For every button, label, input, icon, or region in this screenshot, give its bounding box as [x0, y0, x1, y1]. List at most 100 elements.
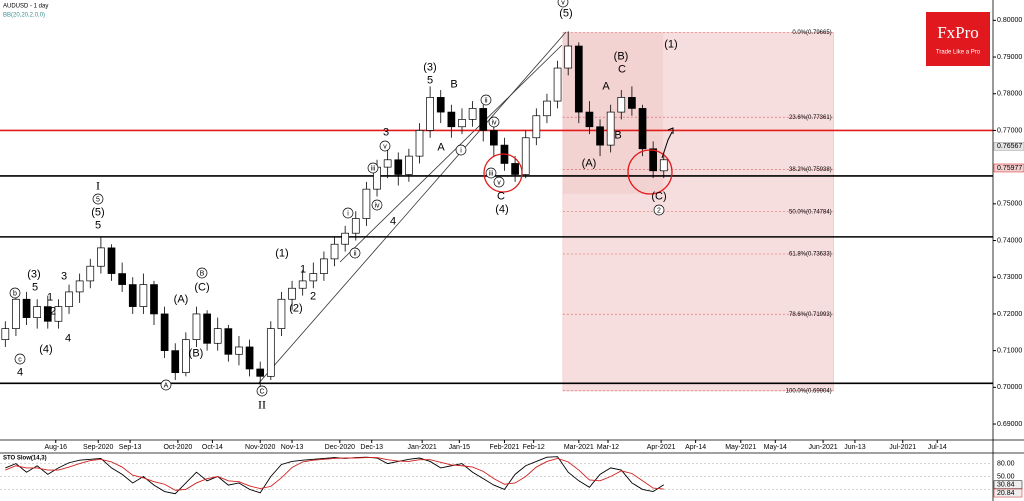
logo-box [926, 12, 990, 66]
wave-circle [488, 116, 500, 128]
x-tick-label: Aug-16 [44, 444, 67, 451]
wave-label: (5) [559, 7, 572, 19]
x-tick-label: Dec-13 [360, 444, 383, 451]
candle-body [182, 339, 190, 374]
y-tick-label: 0.75000 [997, 201, 1022, 208]
wave-label: 4 [390, 215, 396, 227]
candle-body [511, 163, 519, 175]
wave-label: C [618, 63, 626, 75]
wave-label: (3) [423, 61, 436, 73]
wave-circle [557, 0, 569, 8]
price-tag-label: 0.75977 [997, 165, 1022, 172]
wave-label: v [561, 0, 565, 6]
candle-body [224, 328, 233, 355]
wave-label: iii [489, 170, 494, 177]
candle-body [97, 247, 105, 267]
wave-circle [9, 287, 21, 299]
candle-body [203, 313, 211, 344]
x-tick-label: Sep-13 [119, 444, 142, 451]
price-tag-label: 0.76567 [997, 143, 1022, 150]
wave-label: c [18, 356, 22, 363]
x-tick-label: Apr-14 [685, 444, 706, 451]
x-tick-label: Mar-2021 [564, 444, 594, 451]
candle-body [266, 328, 275, 377]
wave-label: (1) [664, 38, 677, 50]
candle-body [606, 111, 615, 146]
candle-body [128, 284, 137, 307]
highlight-circle [627, 149, 673, 195]
oscillator-value-tag [993, 480, 1023, 489]
y-tick-label: 0.70000 [997, 384, 1022, 391]
candle-body [341, 232, 350, 245]
wave-circle [371, 199, 383, 211]
wave-label: (C) [651, 190, 666, 202]
candle-body [468, 108, 477, 120]
wave-circle [92, 193, 104, 205]
y-tick-label: 0.78000 [997, 91, 1022, 98]
x-tick-label: Jul-14 [928, 444, 947, 451]
logo-tagline: Trade Like a Pro [936, 50, 981, 56]
x-tick-label: Nov-13 [281, 444, 304, 451]
y-tick-label: 0.80000 [997, 17, 1022, 24]
oscillator-value: 30.84 [997, 482, 1015, 489]
x-tick-label: Dec-2020 [325, 444, 355, 451]
x-tick-label: Jun-2021 [808, 444, 837, 451]
candle-body [426, 97, 434, 131]
x-tick-label: Jan-2021 [408, 444, 437, 451]
wave-label: iv [491, 119, 497, 126]
wave-label: 3 [383, 126, 389, 138]
y-tick-label: 0.74000 [997, 237, 1022, 244]
wave-label: 4 [65, 332, 71, 344]
candle-body [320, 258, 328, 274]
trend-line [339, 44, 563, 263]
candle-body [596, 126, 604, 146]
y-tick-label: 0.77000 [997, 127, 1022, 134]
oscillator-value: 20.84 [997, 490, 1015, 497]
x-tick-label: Sep-2020 [83, 444, 113, 451]
candle-body [638, 108, 647, 150]
projection-arrow [661, 127, 674, 159]
candle-body [298, 280, 307, 289]
wave-label: B [200, 270, 205, 277]
candle-body [213, 328, 222, 344]
oscillator-tick-label: 50.00 [997, 473, 1015, 480]
wave-label: 5 [427, 74, 433, 86]
candle-body [362, 188, 371, 219]
wave-label: (A) [582, 157, 597, 169]
wave-circle [653, 204, 665, 216]
wave-label: (1) [275, 247, 288, 259]
y-tick-label: 0.71000 [997, 347, 1022, 354]
y-tick-label: 0.72000 [997, 311, 1022, 318]
x-tick-label: May-14 [764, 444, 787, 451]
candle-body [458, 119, 466, 128]
wave-label: ii [484, 97, 488, 104]
wave-circle [342, 207, 354, 219]
x-tick-label: Mar-12 [597, 444, 619, 451]
wave-label: 5 [32, 281, 38, 293]
candle-body [139, 284, 148, 307]
wave-label: 5 [95, 219, 101, 231]
candle-body [43, 306, 52, 322]
candle-body [245, 346, 254, 370]
candle-body [150, 284, 158, 315]
wave-label: 2 [50, 305, 56, 317]
candle-body [415, 130, 424, 157]
x-tick-label: Feb-12 [523, 444, 545, 451]
oscillator-line [5, 456, 665, 495]
fib-label: 78.6%(0.71993) [789, 312, 832, 318]
candle-body [405, 155, 413, 175]
candle-body [288, 287, 296, 300]
highlight-circle [483, 153, 523, 193]
wave-circle [493, 176, 505, 188]
candle-body [394, 159, 403, 175]
y-tick-label: 0.73000 [997, 274, 1022, 281]
fib-label: 38.2%(0.75938) [789, 167, 832, 173]
wave-label: 5 [96, 196, 100, 203]
wave-label: (C) [194, 281, 209, 293]
candle-body [532, 115, 541, 139]
wave-label: (2) [289, 302, 302, 314]
price-tag [993, 142, 1024, 151]
x-tick-label: Apr-2021 [647, 444, 676, 451]
indicator: BB(20,20,2,0,0) [3, 13, 45, 19]
